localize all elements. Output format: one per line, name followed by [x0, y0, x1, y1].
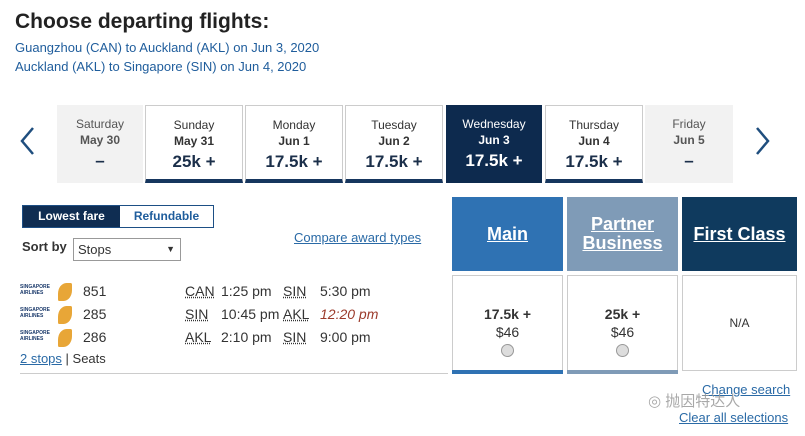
logo-bird [58, 329, 72, 347]
logo-bird [58, 306, 72, 324]
watermark: ◎ 抛因特达人 [648, 393, 741, 410]
date-cell[interactable]: Monday Jun 1 17.5k + [245, 105, 343, 183]
date: May 31 [173, 134, 215, 148]
fare-cell[interactable]: 25k + $46 [567, 275, 678, 371]
compare-link[interactable]: Compare award types [294, 230, 422, 245]
sort-label: Sort by [22, 239, 67, 254]
flight-row: SINGAPORE AIRLINES 286 AKL 2:10 pm SIN 9:00 p… [20, 329, 440, 349]
day-name: Tuesday [371, 118, 417, 132]
fare-tabs: Lowest fare Refundable [22, 205, 214, 228]
radio[interactable] [616, 344, 629, 357]
date-price: – [95, 151, 105, 170]
airline-logo: SINGAPORE AIRLINES [20, 307, 51, 319]
next-arrow[interactable] [752, 125, 772, 157]
day-name: Sunday [173, 118, 215, 132]
origin: SIN [185, 306, 209, 322]
route: Auckland (AKL) to Singapore (SIN) on Jun… [15, 59, 307, 74]
stops-link[interactable]: 2 stops [20, 351, 62, 366]
departure-time: 2:10 pm [221, 329, 272, 345]
sort-value: Stops [78, 242, 112, 257]
flight-number: 851 [83, 283, 107, 299]
date: Jun 3 [478, 133, 510, 147]
date-cell[interactable]: Tuesday Jun 2 17.5k + [345, 105, 443, 183]
date-cell[interactable]: Wednesday Jun 3 17.5k + [446, 105, 542, 183]
page-title: Choose departing flights: [15, 10, 270, 33]
day-name: Monday [272, 118, 316, 132]
fare-tax: $46 [495, 324, 520, 340]
stops-line: 2 stops | Seats [20, 351, 106, 366]
departure-time: 1:25 pm [221, 283, 272, 299]
date-price: 17.5k + [365, 152, 423, 171]
origin: CAN [185, 283, 215, 299]
tab-active[interactable]: Lowest fare [23, 206, 120, 227]
fare-price: N/A [729, 316, 750, 330]
fare-price: 25k + [604, 306, 641, 322]
date-cell[interactable]: Thursday Jun 4 17.5k + [545, 105, 643, 183]
destination: SIN [283, 329, 307, 345]
flight-row: SINGAPORE AIRLINES 851 CAN 1:25 pm SIN 5:30 p… [20, 283, 440, 303]
destination: AKL [283, 306, 310, 322]
day-name: Wednesday [462, 117, 526, 131]
clear-link[interactable]: Clear all selections [679, 410, 789, 425]
fare-bar [567, 370, 678, 374]
arrival-time: 9:00 pm [320, 329, 371, 345]
date-price: 25k + [172, 152, 216, 171]
radio[interactable] [501, 344, 514, 357]
flight-row: SINGAPORE AIRLINES 285 SIN 10:45 pm AKL 12:20… [20, 306, 440, 326]
prev-arrow[interactable] [18, 125, 38, 157]
change-search-link[interactable]: Change search [702, 382, 791, 397]
flight-number: 286 [83, 329, 107, 345]
departure-time: 10:45 pm [221, 306, 280, 322]
date-price: 17.5k + [465, 151, 523, 170]
fare-column-header[interactable]: First Class [682, 197, 797, 271]
logo-bird [58, 283, 72, 301]
day-name: Friday [672, 117, 706, 131]
fare-bar [452, 370, 563, 374]
fare-cell[interactable]: 17.5k + $46 [452, 275, 563, 371]
flight-number: 285 [83, 306, 107, 322]
airline-logo: SINGAPORE AIRLINES [20, 284, 51, 296]
watermark-text: 抛因特达人 [665, 393, 741, 410]
fare-column-header[interactable]: Partner Business [567, 197, 678, 271]
date-cell[interactable]: Friday Jun 5 – [645, 105, 733, 183]
fare-cell: N/A [682, 275, 797, 371]
route: Guangzhou (CAN) to Auckland (AKL) on Jun… [15, 40, 320, 55]
day-name: Saturday [75, 117, 125, 131]
day-name: Thursday [568, 118, 620, 132]
arrival-time: 5:30 pm [320, 283, 371, 299]
date: May 30 [79, 133, 121, 147]
seats: Seats [72, 351, 106, 366]
destination: SIN [283, 283, 307, 299]
origin: AKL [185, 329, 212, 345]
fare-tax: $46 [610, 324, 635, 340]
fare-price: 17.5k + [483, 306, 532, 322]
date: Jun 4 [578, 134, 610, 148]
sort-select[interactable]: Stops ▼ [73, 238, 181, 261]
date-cell[interactable]: Saturday May 30 – [57, 105, 143, 183]
date: Jun 1 [278, 134, 310, 148]
arrival-time: 12:20 pm [320, 306, 379, 322]
divider [20, 373, 448, 374]
date-price: 17.5k + [565, 152, 623, 171]
tab[interactable]: Refundable [133, 209, 200, 223]
airline-logo: SINGAPORE AIRLINES [20, 330, 51, 342]
date: Jun 5 [673, 133, 705, 147]
fare-column-header[interactable]: Main [452, 197, 563, 271]
date-price: 17.5k + [265, 152, 323, 171]
date-cell[interactable]: Sunday May 31 25k + [145, 105, 243, 183]
date-price: – [684, 151, 694, 170]
date: Jun 2 [378, 134, 410, 148]
